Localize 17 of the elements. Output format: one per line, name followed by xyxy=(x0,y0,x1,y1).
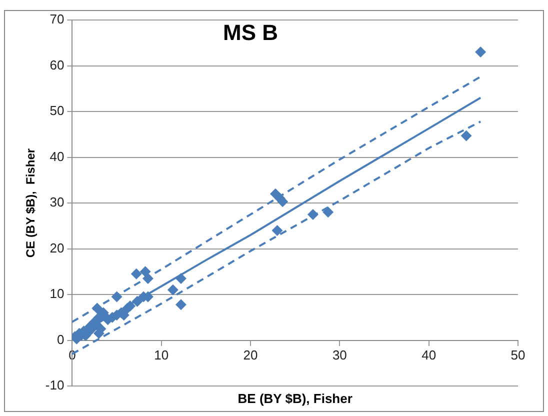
x-tick-label: 20 xyxy=(243,348,258,363)
y-tick-label: 40 xyxy=(50,148,64,164)
y-axis-title: CE (BY $B), Fisher xyxy=(24,148,38,258)
x-axis-title: BE (BY $B), Fisher xyxy=(238,391,352,406)
y-tick-label: 20 xyxy=(50,240,64,256)
chart-title: MS B xyxy=(223,20,278,46)
y-tick-label: 60 xyxy=(50,57,64,72)
x-tick-label: 10 xyxy=(154,348,169,363)
x-tick-label: 50 xyxy=(510,348,526,363)
y-tick-label: 70 xyxy=(50,12,64,27)
y-tick-label: 50 xyxy=(50,103,64,118)
y-tick-label: 0 xyxy=(56,332,64,347)
x-tick-label: 40 xyxy=(422,348,436,363)
y-tick-label: 30 xyxy=(50,194,64,210)
y-tick-label: -10 xyxy=(45,378,64,393)
y-tick-label: 10 xyxy=(50,286,64,302)
x-tick-label: 30 xyxy=(332,348,347,363)
